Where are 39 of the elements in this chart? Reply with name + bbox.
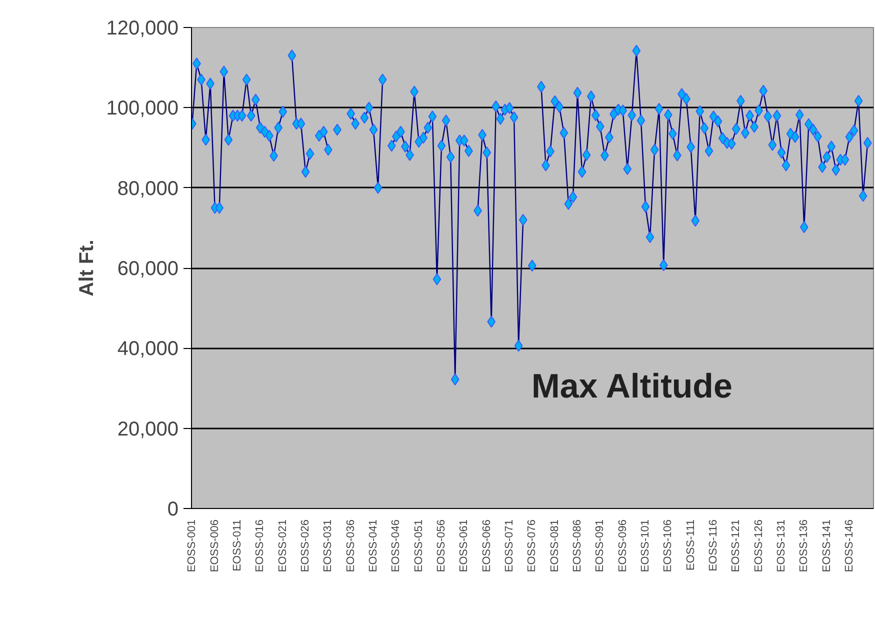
x-tick-label: EOSS-106 xyxy=(662,519,674,572)
x-tick-label: EOSS-051 xyxy=(412,519,425,572)
x-tick-label: EOSS-121 xyxy=(730,519,742,572)
x-tick-label: EOSS-026 xyxy=(300,519,312,572)
x-tick-label: EOSS-096 xyxy=(616,519,629,572)
x-tick-label: EOSS-086 xyxy=(571,519,584,572)
x-tick-label: EOSS-111 xyxy=(684,519,697,570)
y-tick-label: 100,000 xyxy=(106,98,178,120)
x-tick-label: EOSS-066 xyxy=(480,519,493,572)
x-tick-label: EOSS-146 xyxy=(843,519,856,572)
x-tick-label: EOSS-031 xyxy=(322,519,334,572)
x-tick-label: EOSS-021 xyxy=(276,519,289,572)
x-tick-label: EOSS-011 xyxy=(232,519,244,572)
y-axis-title: Alt Ft. xyxy=(76,240,98,296)
y-tick-label: 80,000 xyxy=(117,178,178,200)
x-tick-label: EOSS-061 xyxy=(458,519,470,572)
x-tick-label: EOSS-081 xyxy=(548,519,561,572)
y-tick-label: 60,000 xyxy=(117,258,178,280)
x-tick-label: EOSS-126 xyxy=(752,519,765,572)
y-tick-label: 40,000 xyxy=(117,338,178,360)
x-tick-label: EOSS-116 xyxy=(707,519,720,572)
x-tick-label: EOSS-076 xyxy=(526,519,538,572)
x-tick-label: EOSS-091 xyxy=(594,519,606,572)
x-tick-label: EOSS-136 xyxy=(798,519,810,572)
x-tick-label: EOSS-036 xyxy=(344,519,357,572)
x-tick-label: EOSS-141 xyxy=(820,519,833,572)
x-tick-label: EOSS-071 xyxy=(503,519,516,572)
annotation: Max Altitude xyxy=(532,368,732,406)
x-tick-label: EOSS-131 xyxy=(775,519,788,572)
y-tick-label: 120,000 xyxy=(106,18,178,40)
x-tick-label: EOSS-016 xyxy=(254,519,266,572)
x-tick-label: EOSS-001 xyxy=(186,519,198,572)
y-tick-label: 20,000 xyxy=(117,418,178,440)
x-tick-label: EOSS-006 xyxy=(208,519,221,572)
x-tick-label: EOSS-101 xyxy=(639,519,652,572)
x-tick-label: EOSS-041 xyxy=(368,519,380,572)
x-tick-label: EOSS-056 xyxy=(436,519,448,572)
x-tick-label: EOSS-046 xyxy=(390,519,402,572)
y-tick-label: 0 xyxy=(167,498,178,520)
